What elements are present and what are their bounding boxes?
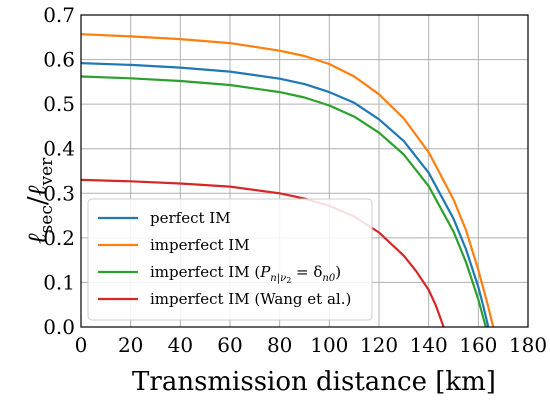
y-tick-label: 0.4 <box>43 137 75 161</box>
legend-box <box>87 198 373 321</box>
y-tick-label: 0.2 <box>43 226 75 250</box>
x-tick-label: 120 <box>360 333 398 357</box>
x-tick-labels: 0 20 40 60 80 100 120 140 160 180 <box>75 333 547 357</box>
x-tick-label: 40 <box>168 333 193 357</box>
y-tick-label: 0.6 <box>43 48 75 72</box>
legend-label: perfect IM <box>150 209 231 227</box>
x-tick-label: 80 <box>267 333 292 357</box>
y-tick-label: 0.5 <box>43 92 75 116</box>
y-tick-label: 0.7 <box>43 3 75 27</box>
series-line-1 <box>80 33 495 328</box>
y-axis-label: ℓsec/ℓver <box>23 157 57 244</box>
x-tick-label: 0 <box>75 333 88 357</box>
y-tick-label: 0.0 <box>43 315 75 339</box>
x-tick-label: 100 <box>310 333 348 357</box>
plot-frame <box>80 14 529 328</box>
x-tick-label: 20 <box>118 333 143 357</box>
legend: perfect IM imperfect IM imperfect IM (Pn… <box>87 198 373 321</box>
legend-label: imperfect IM (Wang et al.) <box>150 290 351 308</box>
y-tick-label: 0.3 <box>43 181 75 205</box>
y-tick-label: 0.1 <box>43 270 75 294</box>
series-line-2 <box>80 75 487 328</box>
x-axis-label: Transmission distance [km] <box>132 367 496 397</box>
series-line-0 <box>80 62 490 328</box>
y-tick-labels: 0.0 0.1 0.2 0.3 0.4 0.5 0.6 0.7 <box>43 3 75 339</box>
x-tick-label: 140 <box>410 333 448 357</box>
x-tick-label: 180 <box>509 333 547 357</box>
legend-label: imperfect IM <box>150 236 250 254</box>
x-tick-label: 60 <box>217 333 242 357</box>
x-tick-label: 160 <box>459 333 497 357</box>
legend-label: imperfect IM (Pn|ν2 = δn0) <box>150 263 341 285</box>
